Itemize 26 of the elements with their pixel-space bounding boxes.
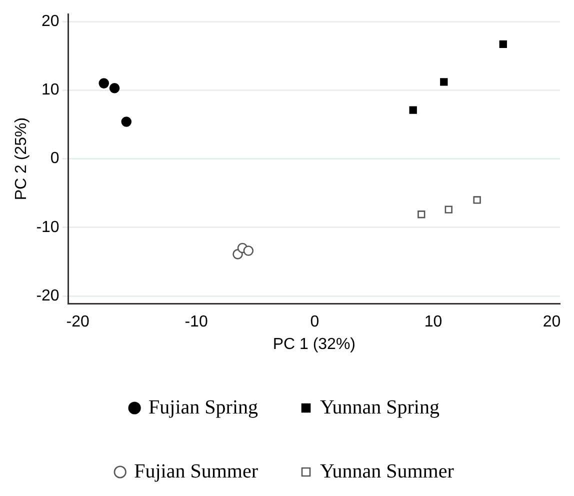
x-tick-label: -20 [66, 314, 90, 331]
point [499, 40, 507, 48]
legend-label: Yunnan Summer [320, 460, 454, 482]
y-tick-label: -10 [36, 218, 60, 236]
y-axis-title: PC 2 (25%) [13, 117, 30, 200]
legend-label: Fujian Spring [148, 396, 258, 418]
point [109, 82, 120, 94]
point [243, 246, 254, 256]
legend-label: Fujian Summer [134, 460, 258, 482]
x-tick-label: 10 [424, 314, 442, 331]
x-axis-title: PC 1 (32%) [272, 336, 356, 353]
y-tick-label: 10 [42, 82, 60, 99]
point [440, 78, 448, 86]
y-tick-label: -20 [36, 287, 60, 304]
point [418, 210, 426, 218]
x-tick-label: 0 [310, 314, 320, 331]
point [409, 106, 417, 114]
y-tick-label: 20 [42, 12, 60, 30]
point [444, 206, 452, 214]
y-tick-label: 0 [50, 150, 60, 168]
x-tick-label: 20 [542, 314, 561, 331]
point [98, 78, 110, 88]
point [121, 116, 132, 127]
x-tick-label: -10 [184, 314, 208, 331]
legend-label: Yunnan Spring [320, 396, 440, 418]
point [473, 196, 481, 204]
